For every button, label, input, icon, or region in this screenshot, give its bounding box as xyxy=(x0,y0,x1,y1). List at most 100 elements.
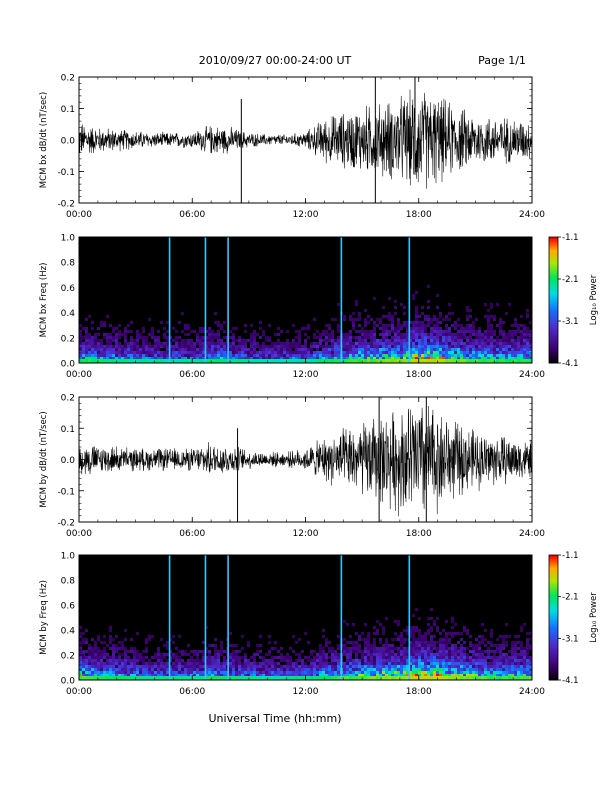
heatmap-cell xyxy=(328,668,331,671)
heatmap-cell xyxy=(364,333,367,336)
heatmap-cell xyxy=(115,635,118,638)
heatmap-cell xyxy=(508,659,511,662)
heatmap-cell xyxy=(529,348,532,351)
heatmap-cell xyxy=(298,676,301,680)
heatmap-cell xyxy=(82,345,85,348)
heatmap-cell xyxy=(241,342,244,345)
heatmap-cell xyxy=(289,348,292,351)
heatmap-cell xyxy=(430,345,433,348)
heatmap-cell xyxy=(109,357,112,360)
heatmap-cell xyxy=(154,674,157,677)
heatmap-cell xyxy=(379,327,382,330)
heatmap-cell xyxy=(142,674,145,677)
heatmap-cell xyxy=(409,662,412,665)
heatmap-cell xyxy=(334,351,337,354)
colorbar-band xyxy=(549,281,558,284)
heatmap-cell xyxy=(250,662,253,665)
heatmap-cell xyxy=(166,662,169,665)
heatmap-cell xyxy=(163,333,166,336)
heatmap-cell xyxy=(256,665,259,668)
heatmap-cell xyxy=(331,339,334,342)
heatmap-cell xyxy=(139,668,142,671)
heatmap-cell xyxy=(379,354,382,357)
heatmap-cell xyxy=(190,339,193,342)
heatmap-cell xyxy=(256,354,259,357)
heatmap-cell xyxy=(313,674,316,677)
heatmap-cell xyxy=(421,342,424,345)
heatmap-cell xyxy=(526,315,529,318)
heatmap-cell xyxy=(355,656,358,659)
heatmap-cell xyxy=(448,327,451,330)
heatmap-cell xyxy=(202,659,205,662)
heatmap-cell xyxy=(508,336,511,339)
heatmap-cell xyxy=(523,674,526,677)
heatmap-cell xyxy=(469,333,472,336)
heatmap-cell xyxy=(352,354,355,357)
heatmap-cell xyxy=(352,647,355,650)
colorbar-band xyxy=(549,251,558,255)
heatmap-cell xyxy=(202,662,205,665)
heatmap-cell xyxy=(472,671,475,674)
heatmap-cell xyxy=(205,351,208,354)
heatmap-cell xyxy=(355,330,358,333)
heatmap-cell xyxy=(499,671,502,674)
heatmap-cell xyxy=(394,668,397,671)
heatmap-cell xyxy=(433,635,436,638)
heatmap-cell xyxy=(496,354,499,357)
heatmap-cell xyxy=(166,354,169,357)
heatmap-cell xyxy=(388,315,391,318)
heatmap-cell xyxy=(445,641,448,644)
heatmap-cell xyxy=(439,348,442,351)
heatmap-cell xyxy=(367,653,370,656)
heatmap-cell xyxy=(121,644,124,647)
heatmap-cell xyxy=(142,339,145,342)
heatmap-cell xyxy=(460,674,463,677)
heatmap-cell xyxy=(325,674,328,677)
heatmap-cell xyxy=(196,357,199,360)
heatmap-cell xyxy=(205,665,208,668)
heatmap-cell xyxy=(424,647,427,650)
heatmap-cell xyxy=(346,359,349,363)
heatmap-cell xyxy=(283,674,286,677)
heatmap-cell xyxy=(250,324,253,327)
heatmap-cell xyxy=(442,656,445,659)
heatmap-cell xyxy=(388,348,391,351)
heatmap-cell xyxy=(199,668,202,671)
x-tick-label: 00:00 xyxy=(66,687,92,697)
heatmap-cell xyxy=(487,354,490,357)
heatmap-cell xyxy=(352,623,355,626)
heatmap-cell xyxy=(223,676,226,680)
heatmap-cell xyxy=(409,345,412,348)
heatmap-cell xyxy=(529,359,532,363)
heatmap-cell xyxy=(436,327,439,330)
heatmap-cell xyxy=(511,647,514,650)
heatmap-cell xyxy=(424,342,427,345)
heatmap-cell xyxy=(436,662,439,665)
heatmap-cell xyxy=(244,656,247,659)
heatmap-cell xyxy=(184,662,187,665)
heatmap-cell xyxy=(412,641,415,644)
heatmap-cell xyxy=(391,638,394,641)
colorbar-band xyxy=(549,262,558,265)
heatmap-cell xyxy=(205,354,208,357)
heatmap-cell xyxy=(82,662,85,665)
heatmap-cell xyxy=(463,333,466,336)
heatmap-cell xyxy=(436,306,439,309)
heatmap-cell xyxy=(331,656,334,659)
heatmap-cell xyxy=(451,324,454,327)
y-tick-label: -0.1 xyxy=(57,168,75,178)
heatmap-cell xyxy=(139,659,142,662)
heatmap-cell xyxy=(94,339,97,342)
heatmap-cell xyxy=(385,659,388,662)
colorbar-band xyxy=(549,565,558,568)
heatmap-cell xyxy=(280,653,283,656)
heatmap-cell xyxy=(331,668,334,671)
heatmap-cell xyxy=(127,662,130,665)
heatmap-cell xyxy=(196,665,199,668)
heatmap-cell xyxy=(205,357,208,360)
heatmap-cell xyxy=(274,665,277,668)
heatmap-cell xyxy=(436,650,439,653)
heatmap-cell xyxy=(331,345,334,348)
heatmap-cell xyxy=(460,330,463,333)
heatmap-cell xyxy=(193,665,196,668)
